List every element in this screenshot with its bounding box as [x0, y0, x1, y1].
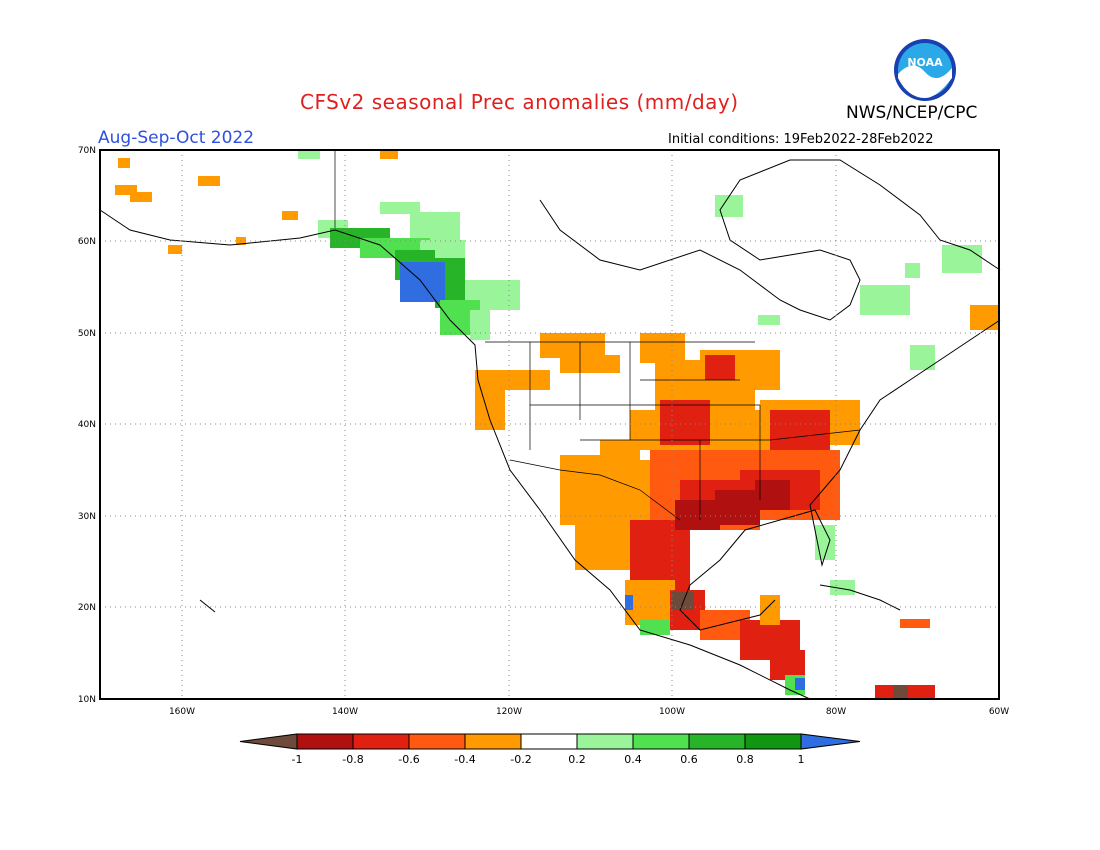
dry-anomaly-gulf-coast	[675, 480, 790, 530]
lat-label: 40N	[78, 420, 96, 430]
colorbar-swatch	[688, 733, 746, 750]
colorbar-label: -0.2	[510, 753, 531, 766]
colorbar-label: 0.6	[680, 753, 698, 766]
lat-label: 50N	[78, 329, 96, 339]
noaa-logo-text: NOAA	[907, 56, 943, 69]
initial-conditions: Initial conditions: 19Feb2022-28Feb2022	[668, 132, 934, 147]
colorbar-label: 0.4	[624, 753, 642, 766]
colorbar-swatch	[464, 733, 522, 750]
colorbar-label: 1	[798, 753, 805, 766]
lon-label: 60W	[989, 707, 1009, 717]
colorbar-label: 0.2	[568, 753, 586, 766]
coastlines	[99, 159, 1001, 700]
noaa-logo: NOAA	[894, 39, 956, 101]
colorbar-swatch	[352, 733, 410, 750]
lon-label: 120W	[496, 707, 522, 717]
lat-label: 10N	[78, 695, 96, 705]
colorbar-swatch	[296, 733, 354, 750]
lat-label: 60N	[78, 237, 96, 247]
colorbar-swatch	[576, 733, 634, 750]
lat-label: 70N	[78, 146, 96, 156]
lon-labels: 160W 140W 120W 100W 80W 60W	[169, 707, 1009, 717]
colorbar-swatch	[408, 733, 466, 750]
lat-labels: 70N 60N 50N 40N 30N 20N 10N	[78, 146, 96, 705]
forecast-period: Aug-Sep-Oct 2022	[98, 128, 255, 148]
colorbar-arrow-high	[800, 733, 861, 750]
colorbar-label: 0.8	[736, 753, 754, 766]
colorbar-swatch	[632, 733, 690, 750]
lat-label: 20N	[78, 603, 96, 613]
colorbar: -1 -0.8 -0.6 -0.4 -0.2 0.2 0.4 0.6 0.8 1	[239, 733, 861, 766]
dry-anomaly-mexico-central-america	[625, 580, 935, 699]
colorbar-label: -0.6	[398, 753, 419, 766]
lon-label: 100W	[659, 707, 685, 717]
colorbar-label: -0.4	[454, 753, 475, 766]
colorbar-label: -0.8	[342, 753, 363, 766]
chart-title: CFSv2 seasonal Prec anomalies (mm/day)	[300, 90, 739, 114]
wet-anomaly-florida-caribbean	[815, 525, 855, 595]
colorbar-swatch	[744, 733, 802, 750]
agency-label: NWS/NCEP/CPC	[846, 103, 978, 123]
lat-label: 30N	[78, 512, 96, 522]
map-frame	[99, 149, 1000, 700]
colorbar-arrow-low	[239, 733, 298, 750]
lon-label: 140W	[332, 707, 358, 717]
colorbar-label: -1	[292, 753, 303, 766]
dry-anomaly-alaska	[115, 150, 1000, 330]
lon-label: 80W	[826, 707, 846, 717]
political-borders	[334, 150, 861, 521]
lon-label: 160W	[169, 707, 195, 717]
colorbar-swatch	[520, 733, 578, 750]
